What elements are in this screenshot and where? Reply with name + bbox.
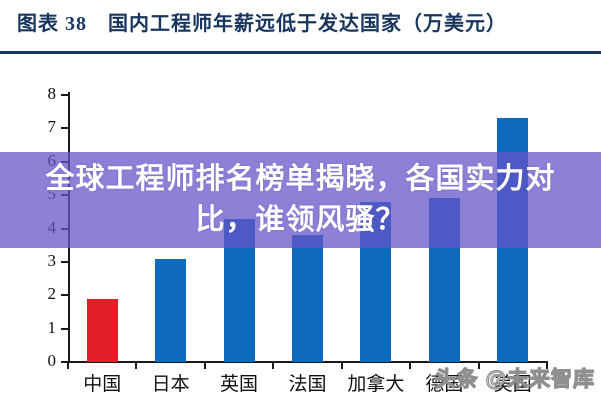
- x-category-label-英国: 英国: [220, 374, 259, 395]
- y-tick-label: 8: [47, 84, 57, 103]
- x-axis-tick: [203, 362, 206, 369]
- y-axis-tick: [61, 294, 68, 297]
- x-axis-line: [68, 361, 548, 363]
- x-axis-tick: [67, 362, 69, 369]
- watermark-text: 头条 @未来智库: [434, 367, 595, 391]
- x-axis-tick: [546, 362, 548, 369]
- x-category-label-中国: 中国: [83, 374, 122, 395]
- x-category-label-法国: 法国: [288, 374, 327, 395]
- bar-日本: [155, 258, 187, 362]
- y-tick-label: 2: [47, 284, 57, 304]
- y-axis-tick: [61, 260, 68, 263]
- x-axis-tick: [272, 362, 275, 369]
- x-category-label-日本: 日本: [151, 374, 190, 395]
- y-tick-label: 3: [47, 250, 57, 270]
- y-tick-label: 0: [47, 351, 57, 370]
- x-axis-tick: [477, 362, 480, 369]
- y-axis-tick: [61, 361, 68, 363]
- bar-中国: [86, 298, 118, 362]
- y-tick-label: 7: [47, 117, 57, 137]
- figure-title: 图表 38 国内工程师年薪远低于发达国家（万美元）: [17, 13, 507, 35]
- x-axis-tick: [409, 362, 412, 369]
- y-tick-label: 1: [47, 317, 57, 337]
- x-axis-tick: [340, 362, 343, 369]
- headline-text: 全球工程师排名榜单揭晓，各国实力对比，谁领风骚？: [45, 163, 556, 236]
- y-axis-tick: [61, 127, 68, 130]
- y-axis-tick: [61, 327, 68, 330]
- headline-banner-overlay: 全球工程师排名榜单揭晓，各国实力对比，谁领风骚？: [0, 152, 601, 248]
- bar-法国: [292, 235, 323, 362]
- x-category-label-美国: 美国: [493, 374, 532, 395]
- x-axis-tick: [135, 362, 138, 369]
- title-divider-line: [0, 51, 601, 54]
- y-axis-tick: [61, 94, 68, 96]
- x-category-label-德国: 德国: [425, 374, 464, 395]
- x-category-label-加拿大: 加拿大: [347, 374, 405, 395]
